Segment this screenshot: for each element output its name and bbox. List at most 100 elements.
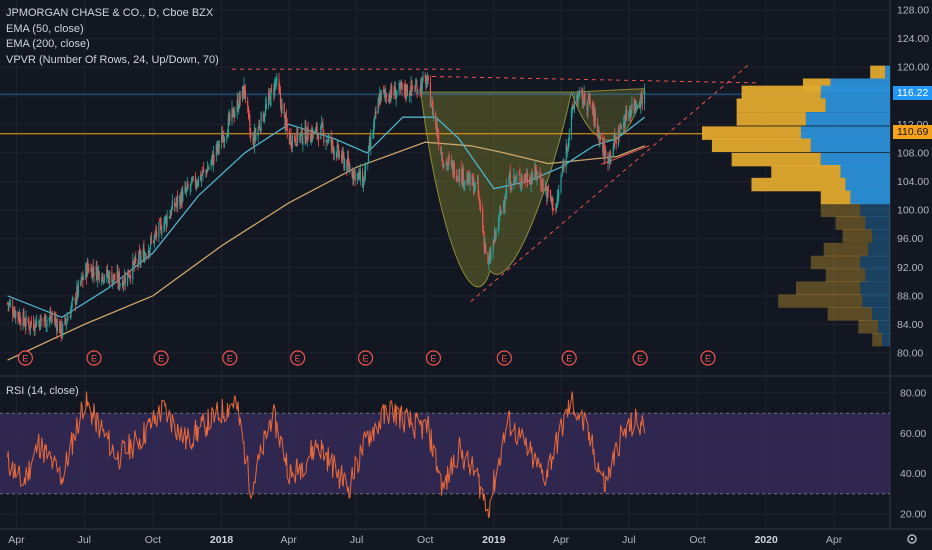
candle-body — [296, 128, 298, 146]
vpvr-down-bar — [771, 164, 841, 179]
candle-body — [128, 276, 130, 278]
candle-body — [191, 179, 194, 181]
candle-body — [54, 318, 56, 322]
vpvr-up-bar — [810, 138, 890, 153]
candle-body — [545, 187, 547, 190]
candle-body — [472, 178, 474, 185]
vpvr-up-bar — [885, 65, 890, 80]
candle-body — [466, 177, 468, 183]
candle-body — [367, 162, 369, 165]
candle-body — [32, 322, 35, 330]
candle-body — [258, 124, 260, 128]
candle-body — [192, 176, 194, 179]
candle-body — [17, 311, 19, 318]
candle-body — [241, 86, 244, 99]
rsi-tick-label: 40.00 — [900, 468, 926, 480]
candle-body — [343, 155, 345, 168]
candle-body — [492, 242, 494, 254]
candle-body — [97, 270, 100, 272]
candle-body — [124, 277, 126, 284]
candle-body — [138, 250, 141, 254]
vpvr-up-bar — [872, 229, 890, 243]
candle-body — [640, 93, 642, 107]
earnings-marker — [700, 350, 716, 366]
candle-body — [414, 85, 417, 89]
candle-body — [289, 134, 291, 143]
candle-body — [539, 172, 541, 179]
candle-body — [38, 321, 40, 324]
candle-body — [421, 78, 423, 90]
candle-body — [86, 261, 88, 277]
candle-body — [56, 322, 58, 331]
candle-body — [65, 323, 67, 325]
candle-body — [426, 81, 428, 86]
candle-body — [415, 84, 417, 86]
vpvr-down-bar — [842, 229, 873, 243]
candle-body — [300, 127, 302, 134]
candle-body — [111, 271, 113, 285]
candle-body — [443, 164, 445, 168]
candle-body — [112, 274, 114, 281]
candle-body — [41, 318, 43, 321]
candle-body — [557, 196, 559, 198]
candle-body — [6, 302, 9, 304]
candle-body — [202, 170, 204, 175]
candle-body — [155, 231, 157, 234]
candle-body — [116, 271, 118, 279]
candle-body — [169, 214, 171, 219]
candle-body — [540, 179, 542, 186]
gear-icon[interactable] — [907, 534, 917, 544]
candle-body — [560, 177, 562, 192]
candle-body — [165, 217, 167, 225]
candle-body — [279, 89, 281, 94]
candle-body — [286, 124, 288, 131]
candle-body — [112, 279, 114, 286]
candle-body — [555, 204, 558, 209]
candle-body — [71, 302, 73, 309]
candle-body — [403, 84, 405, 91]
candle-body — [375, 111, 377, 115]
candle-body — [22, 312, 24, 327]
candle-body — [341, 150, 344, 160]
candle-body — [281, 104, 283, 114]
candle-body — [592, 105, 594, 109]
candle-body — [453, 163, 455, 178]
candle-body — [280, 101, 282, 113]
candle-body — [571, 105, 573, 113]
candle-body — [35, 321, 38, 327]
candle-body — [332, 147, 335, 155]
candle-body — [361, 171, 364, 187]
candle-body — [186, 183, 188, 189]
candle-body — [194, 176, 197, 186]
candle-body — [445, 162, 447, 164]
candle-body — [400, 82, 402, 89]
candle-body — [24, 323, 26, 326]
candle-body — [634, 100, 636, 110]
candle-body — [40, 317, 42, 319]
candle-body — [521, 178, 523, 183]
candle-body — [264, 115, 266, 117]
candle-body — [273, 82, 276, 96]
candle-body — [487, 252, 489, 263]
candle-body — [535, 171, 537, 179]
candle-body — [336, 145, 338, 157]
candle-body — [255, 134, 257, 140]
candle-body — [149, 247, 151, 254]
candle-body — [368, 142, 370, 147]
candle-body — [93, 273, 95, 276]
candle-body — [494, 230, 496, 242]
vpvr-up-bar — [865, 216, 890, 230]
vpvr-down-bar — [820, 203, 861, 218]
candle-body — [132, 262, 135, 264]
candle-body — [377, 98, 379, 114]
candle-body — [353, 171, 355, 180]
candle-body — [519, 174, 521, 184]
candle-body — [279, 92, 282, 103]
candle-body — [458, 169, 461, 183]
candle-body — [252, 137, 254, 139]
candle-body — [633, 103, 635, 111]
candle-body — [284, 114, 286, 129]
candle-body — [231, 108, 233, 122]
earnings-marker — [496, 350, 512, 366]
